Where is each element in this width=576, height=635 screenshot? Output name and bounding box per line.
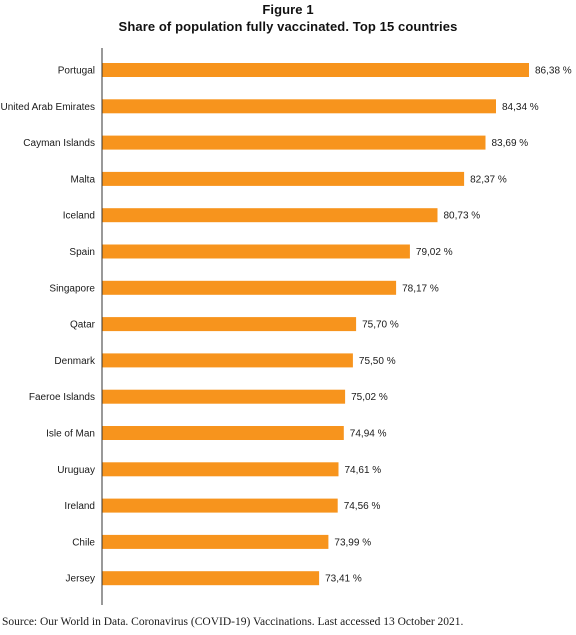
value-label: 84,34 % xyxy=(502,102,539,113)
chart-title: Share of population fully vaccinated. To… xyxy=(118,19,458,34)
category-label: Iceland xyxy=(63,211,95,222)
value-label: 82,37 % xyxy=(470,174,507,185)
category-label: United Arab Emirates xyxy=(1,102,96,113)
category-label: Isle of Man xyxy=(46,429,95,440)
bar-iceland xyxy=(102,208,438,223)
bar-cayman-islands xyxy=(102,135,486,150)
value-label: 74,94 % xyxy=(350,429,387,440)
value-label: 86,38 % xyxy=(535,66,572,77)
bar-group: Portugal 86,38 % United Arab Emirates 84,34… xyxy=(1,63,572,586)
value-label: 83,69 % xyxy=(492,138,529,149)
category-label: Faeroe Islands xyxy=(29,392,95,403)
bar-singapore xyxy=(102,280,397,295)
source-note: Source: Our World in Data. Coronavirus (… xyxy=(2,616,464,628)
value-label: 74,61 % xyxy=(345,465,382,476)
category-label: Uruguay xyxy=(57,465,95,476)
bar-uruguay xyxy=(102,462,339,477)
category-label: Singapore xyxy=(49,283,95,294)
category-label: Ireland xyxy=(64,501,95,512)
bar-jersey xyxy=(102,571,320,586)
category-label: Denmark xyxy=(54,356,96,367)
bar-faeroe-islands xyxy=(102,389,346,404)
category-label: Spain xyxy=(69,247,95,258)
bar-malta xyxy=(102,171,465,186)
value-label: 75,50 % xyxy=(359,356,396,367)
bar-spain xyxy=(102,244,410,259)
value-label: 74,56 % xyxy=(344,501,381,512)
category-label: Malta xyxy=(71,174,96,185)
bar-chart: Portugal 86,38 % United Arab Emirates 84,34… xyxy=(1,48,572,605)
category-label: Portugal xyxy=(58,66,95,77)
bar-chile xyxy=(102,534,329,549)
bar-united-arab-emirates xyxy=(102,99,496,114)
category-label: Cayman Islands xyxy=(23,138,95,149)
value-label: 75,70 % xyxy=(362,320,399,331)
bar-denmark xyxy=(102,353,353,368)
value-label: 80,73 % xyxy=(444,211,481,222)
value-label: 79,02 % xyxy=(416,247,453,258)
bar-ireland xyxy=(102,498,338,513)
value-label: 73,41 % xyxy=(325,574,362,585)
bar-isle-of-man xyxy=(102,426,344,440)
category-label: Jersey xyxy=(66,574,95,585)
value-label: 75,02 % xyxy=(351,392,388,403)
bar-qatar xyxy=(102,317,357,332)
category-label: Chile xyxy=(72,537,95,548)
category-label: Qatar xyxy=(70,320,96,331)
value-label: 73,99 % xyxy=(334,537,371,548)
figure-label: Figure 1 xyxy=(262,2,314,17)
bar-portugal xyxy=(102,63,529,77)
value-label: 78,17 % xyxy=(402,283,439,294)
